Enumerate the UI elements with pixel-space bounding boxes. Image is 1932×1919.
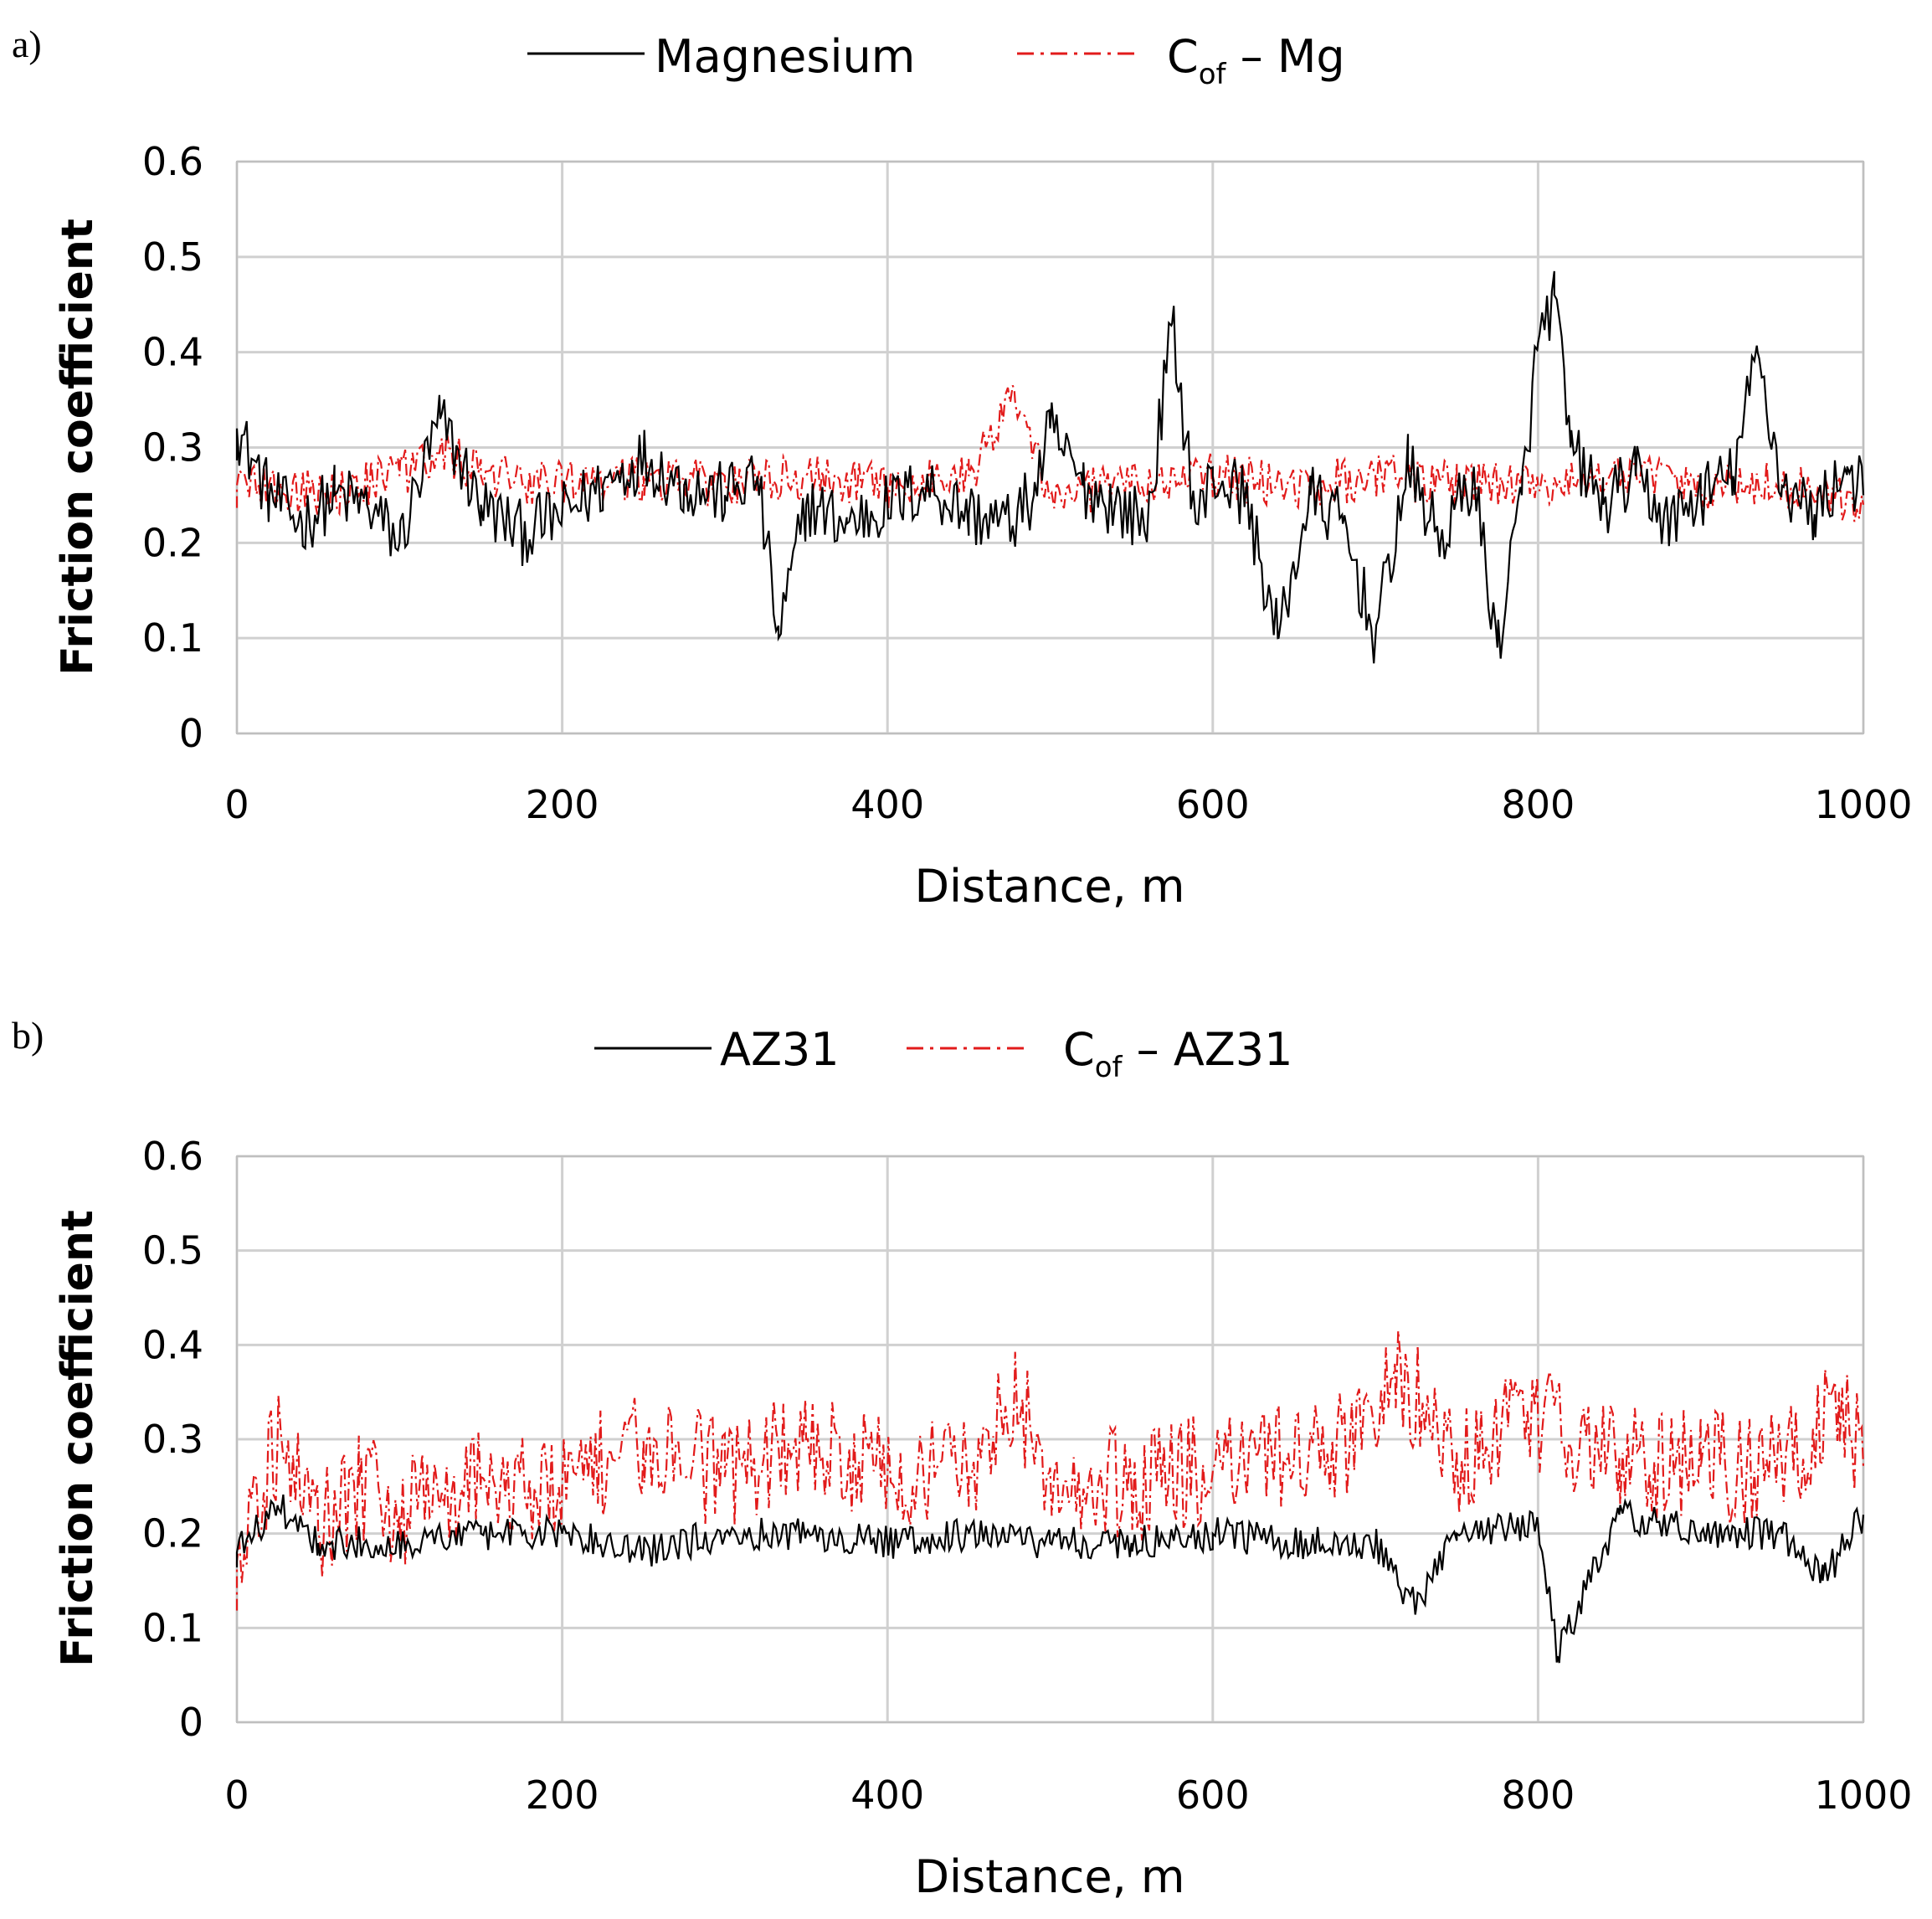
panel-b-chart: b) AZ31 Cof – AZ31 0 0.1 0.2 0.3 0.4 0.5 0.6 0… <box>12 1014 1913 1903</box>
x-tick-label: 400 <box>850 782 924 827</box>
panel-a-legend: Magnesium Cof – Mg <box>527 30 1345 91</box>
series-line-solid <box>235 1494 1865 1664</box>
x-tick-label: 1000 <box>1814 782 1912 827</box>
y-tick-label: 0.5 <box>142 1228 203 1273</box>
y-tick-label: 0.6 <box>142 1134 203 1179</box>
y-tick-label: 0.3 <box>142 1417 203 1462</box>
panel-a-letter: a) <box>12 23 42 65</box>
x-tick-label: 800 <box>1501 1772 1575 1818</box>
panel-b-gridlines <box>235 1155 1865 1724</box>
y-tick-label: 0 <box>179 711 203 756</box>
x-tick-label: 800 <box>1501 782 1575 827</box>
panel-a-x-axis-title: Distance, m <box>914 860 1184 913</box>
x-tick-label: 400 <box>850 1772 924 1818</box>
panel-b-series <box>235 1330 1865 1664</box>
y-tick-label: 0.5 <box>142 234 203 280</box>
series-line-dashdot <box>235 1330 1865 1611</box>
panel-a-series <box>235 270 1865 664</box>
x-tick-label: 200 <box>526 1772 599 1818</box>
y-tick-label: 0.4 <box>142 1322 203 1367</box>
panel-b-x-axis-title: Distance, m <box>914 1850 1184 1903</box>
panel-b-y-axis-title: Friction coefficient <box>53 1210 103 1667</box>
y-tick-label: 0.2 <box>142 520 203 565</box>
panel-a-x-ticks: 0 200 400 600 800 1000 <box>224 782 1912 827</box>
y-tick-label: 0 <box>179 1700 203 1745</box>
x-tick-label: 200 <box>526 782 599 827</box>
x-tick-label: 600 <box>1176 1772 1250 1818</box>
panel-a-chart: a) Magnesium Cof – Mg 0 0.1 0.2 0.3 0.4 0.5 0.… <box>12 23 1913 913</box>
y-tick-label: 0.1 <box>142 1605 203 1650</box>
y-tick-label: 0.1 <box>142 615 203 661</box>
series-line-solid <box>235 270 1865 664</box>
legend-az31-label: AZ31 <box>720 1023 840 1076</box>
y-tick-label: 0.4 <box>142 330 203 375</box>
x-tick-label: 0 <box>224 1772 249 1818</box>
legend-cof-mg-label: Cof – Mg <box>1167 30 1345 91</box>
panel-b-legend: AZ31 Cof – AZ31 <box>594 1023 1292 1084</box>
series-line-dashdot <box>235 384 1865 522</box>
panel-b-letter: b) <box>12 1014 44 1057</box>
x-tick-label: 1000 <box>1814 1772 1912 1818</box>
panel-a-y-ticks: 0 0.1 0.2 0.3 0.4 0.5 0.6 <box>142 139 203 756</box>
panel-a-gridlines <box>235 160 1865 735</box>
legend-magnesium-label: Magnesium <box>655 30 915 83</box>
panel-b-y-ticks: 0 0.1 0.2 0.3 0.4 0.5 0.6 <box>142 1134 203 1745</box>
y-tick-label: 0.2 <box>142 1511 203 1556</box>
legend-cof-az31-label: Cof – AZ31 <box>1063 1023 1292 1084</box>
x-tick-label: 0 <box>224 782 249 827</box>
y-tick-label: 0.3 <box>142 425 203 471</box>
y-tick-label: 0.6 <box>142 139 203 184</box>
x-tick-label: 600 <box>1176 782 1250 827</box>
panel-a-y-axis-title: Friction coefficient <box>53 219 103 676</box>
panel-b-plot-area <box>236 1155 1864 1723</box>
panel-b-x-ticks: 0 200 400 600 800 1000 <box>224 1772 1912 1818</box>
